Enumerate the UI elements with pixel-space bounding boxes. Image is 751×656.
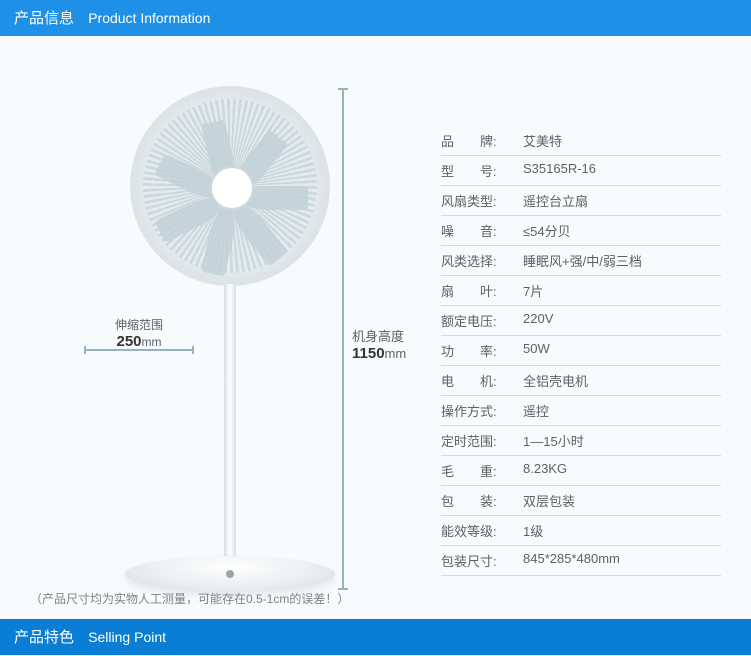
spec-key: 噪 音: (441, 221, 523, 240)
spec-row: 功 率:50W (441, 336, 721, 366)
spec-row: 定时范围:1—15小时 (441, 426, 721, 456)
spec-key: 品 牌: (441, 131, 523, 150)
spec-value: 220V (523, 311, 721, 330)
fan-pole (224, 284, 236, 564)
spec-value: 7片 (523, 281, 721, 300)
spec-key: 电 机: (441, 371, 523, 390)
spec-key: 包装尺寸: (441, 551, 523, 570)
header-en: Product Information (88, 10, 210, 26)
spec-value: 1级 (523, 521, 721, 540)
spec-row: 包装尺寸:845*285*480mm (441, 546, 721, 576)
spec-key: 功 率: (441, 341, 523, 360)
spec-key: 型 号: (441, 161, 523, 180)
spec-key: 能效等级: (441, 521, 523, 540)
spec-value: 8.23KG (523, 461, 721, 480)
spec-key: 操作方式: (441, 401, 523, 420)
spec-row: 包 装:双层包装 (441, 486, 721, 516)
spec-row: 风扇类型:遥控台立扇 (441, 186, 721, 216)
fan-base (125, 556, 335, 592)
height-dimension-label: 机身高度 1150mm (352, 326, 406, 362)
spec-row: 能效等级:1级 (441, 516, 721, 546)
spec-value: 睡眠风+强/中/弱三档 (523, 251, 721, 270)
header-zh: 产品特色 (14, 629, 74, 646)
spec-value: 全铝壳电机 (523, 371, 721, 390)
specs-table: 品 牌:艾美特型 号:S35165R-16风扇类型:遥控台立扇噪 音:≤54分贝… (441, 126, 721, 576)
spec-key: 定时范围: (441, 431, 523, 450)
spec-key: 风扇类型: (441, 191, 523, 210)
telescope-dimension-line (84, 349, 194, 351)
spec-row: 品 牌:艾美特 (441, 126, 721, 156)
spec-key: 风类选择: (441, 251, 523, 270)
spec-key: 毛 重: (441, 461, 523, 480)
spec-value: 遥控 (523, 401, 721, 420)
spec-value: S35165R-16 (523, 161, 721, 180)
product-illustration: 机身高度 1150mm 伸缩范围 250mm (30, 56, 430, 616)
section-header-selling: 产品特色 Selling Point (0, 619, 751, 655)
height-dimension-line (342, 88, 344, 590)
spec-row: 扇 叶:7片 (441, 276, 721, 306)
spec-row: 噪 音:≤54分贝 (441, 216, 721, 246)
spec-value: 遥控台立扇 (523, 191, 721, 210)
header-en: Selling Point (88, 629, 166, 645)
spec-row: 型 号:S35165R-16 (441, 156, 721, 186)
spec-key: 包 装: (441, 491, 523, 510)
spec-row: 额定电压:220V (441, 306, 721, 336)
spec-key: 扇 叶: (441, 281, 523, 300)
spec-value: 845*285*480mm (523, 551, 721, 570)
spec-row: 操作方式:遥控 (441, 396, 721, 426)
spec-row: 毛 重:8.23KG (441, 456, 721, 486)
spec-value: 1—15小时 (523, 431, 721, 450)
spec-value: 50W (523, 341, 721, 360)
spec-value: 艾美特 (523, 131, 721, 150)
spec-row: 风类选择:睡眠风+强/中/弱三档 (441, 246, 721, 276)
spec-value: ≤54分贝 (523, 221, 721, 240)
fan-head (130, 86, 330, 286)
telescope-dimension-label: 伸缩范围 250mm (84, 316, 194, 350)
section-header-info: 产品信息 Product Information (0, 0, 751, 36)
header-zh: 产品信息 (14, 10, 74, 27)
measurement-note: （产品尺寸均为实物人工测量，可能存在0.5-1cm的误差！） (30, 590, 349, 607)
spec-key: 额定电压: (441, 311, 523, 330)
content-panel: 机身高度 1150mm 伸缩范围 250mm 品 牌:艾美特型 号:S35165… (0, 36, 751, 619)
spec-value: 双层包装 (523, 491, 721, 510)
spec-row: 电 机:全铝壳电机 (441, 366, 721, 396)
